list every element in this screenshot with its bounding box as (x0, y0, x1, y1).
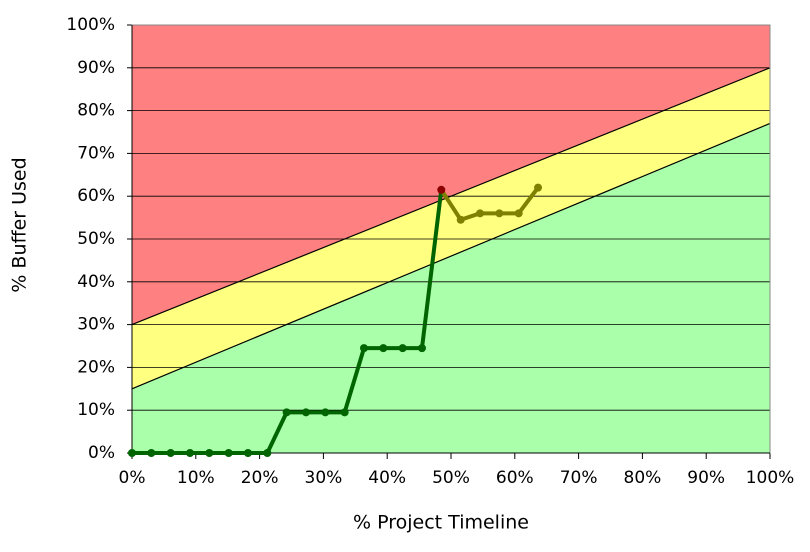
point (224, 449, 233, 457)
x-axis-label: % Project Timeline (353, 512, 529, 534)
zone-boundary (131, 67, 771, 326)
x-tick-label: 100% (746, 468, 795, 488)
x-tick-label: 10% (177, 468, 215, 488)
trend-segment (342, 346, 366, 415)
x-tick-label: 70% (560, 468, 598, 488)
y-tick-label: 90% (77, 58, 115, 78)
point (166, 449, 175, 457)
trend-segment (439, 187, 463, 222)
x-tick-label: 30% (305, 468, 343, 488)
point (282, 408, 291, 417)
y-tick-label: 40% (77, 272, 115, 292)
zone (132, 123, 770, 453)
x-tick-label: 40% (368, 468, 406, 488)
point (514, 209, 523, 218)
point (340, 408, 349, 417)
y-tick-label: 0% (88, 443, 115, 463)
point (476, 209, 485, 218)
x-tick-label: 80% (624, 468, 662, 488)
y-tick-label: 10% (77, 400, 115, 420)
point (128, 449, 136, 457)
point (205, 449, 214, 457)
y-axis-label: % Buffer Used (9, 157, 31, 292)
y-tick-label: 20% (77, 357, 115, 377)
x-tick-label: 20% (241, 468, 279, 488)
y-tick-label: 80% (77, 101, 115, 121)
point (321, 408, 330, 417)
point (456, 215, 465, 224)
point (495, 209, 504, 218)
point (147, 449, 156, 457)
y-tick-label: 100% (66, 15, 115, 35)
point (263, 449, 272, 457)
point (185, 449, 194, 457)
point (398, 344, 407, 353)
trend-segment (265, 410, 289, 455)
x-tick-label: 50% (432, 468, 470, 488)
y-tick-label: 30% (77, 315, 115, 335)
point (534, 183, 543, 192)
zone-boundary (131, 122, 771, 390)
point (417, 344, 426, 353)
point (243, 449, 252, 457)
y-tick-label: 50% (77, 229, 115, 249)
x-tick-label: 60% (496, 468, 534, 488)
point (437, 185, 446, 194)
point (301, 408, 310, 417)
x-tick-label: 0% (119, 468, 146, 488)
y-tick-label: 70% (77, 143, 115, 163)
x-tick-label: 90% (687, 468, 725, 488)
trend-segment (419, 187, 444, 351)
trend-segment (516, 185, 541, 216)
y-tick-label: 60% (77, 186, 115, 206)
point (359, 344, 368, 353)
point (379, 344, 388, 353)
